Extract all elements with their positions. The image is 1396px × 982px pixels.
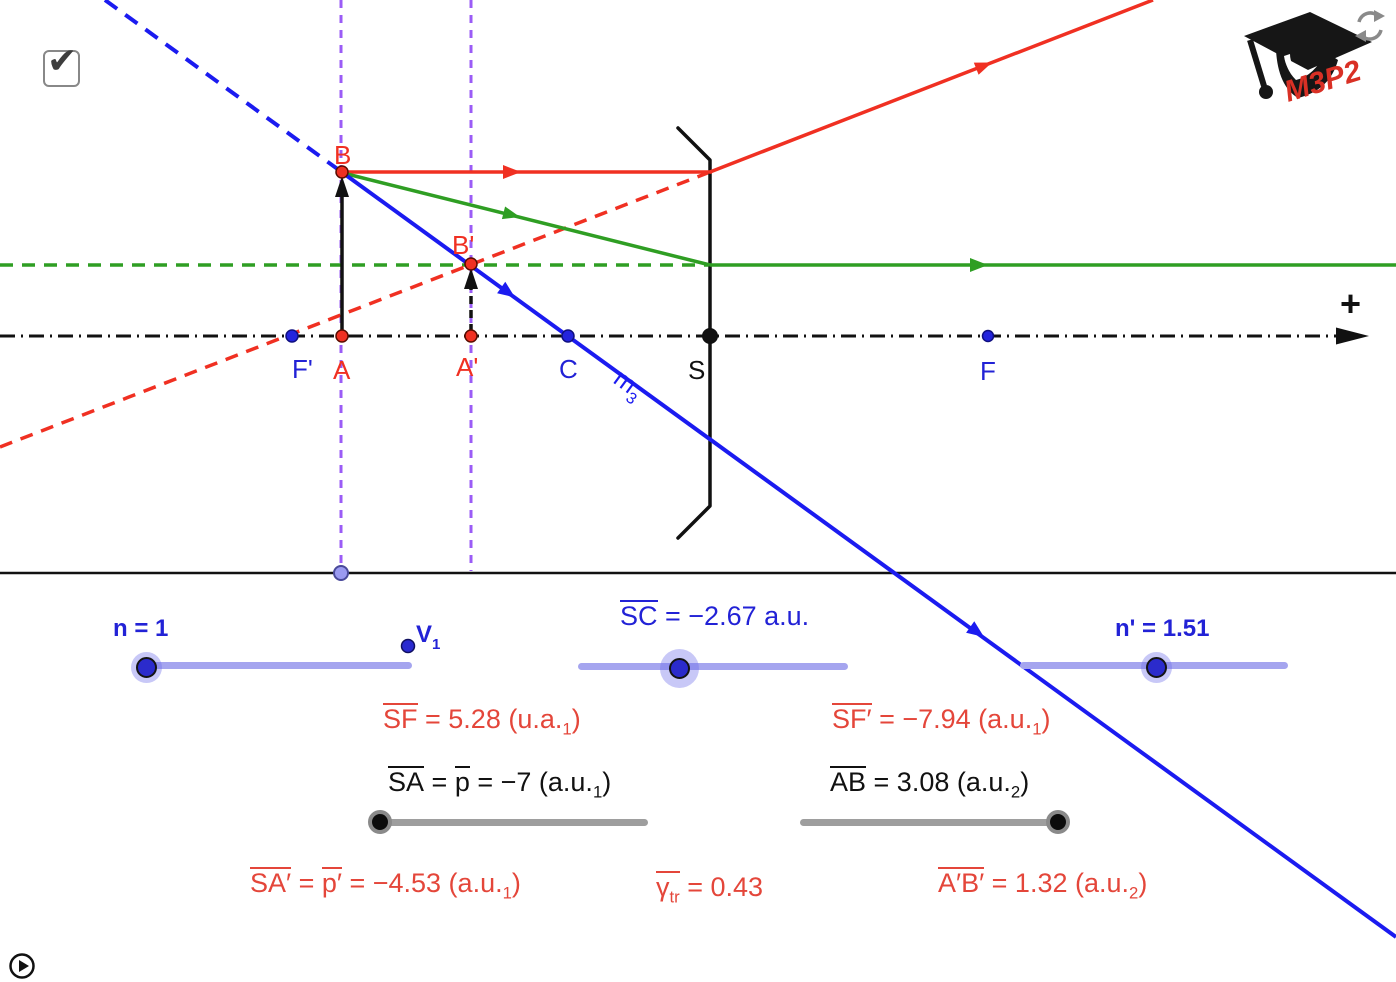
readout-sa-prime: SA′ = p′ = −4.53 (a.u.1) — [250, 867, 521, 903]
visibility-checkbox[interactable]: ✔ — [43, 43, 80, 87]
blue-ray-arrowhead-1 — [497, 281, 515, 298]
point-S — [702, 328, 718, 344]
label-line-m3: m3 — [606, 364, 650, 408]
object-arrow-head — [335, 176, 349, 197]
graduation-cap-icon: M3P2 — [1244, 12, 1372, 109]
red-ray-refracted — [709, 0, 1154, 174]
slider-nprime-label: n' = 1.51 — [1115, 615, 1210, 642]
red-ray-refracted-arrowhead — [973, 62, 992, 75]
label-C: C — [559, 354, 578, 384]
readout-gamma: γtr = 0.43 — [656, 871, 764, 907]
slider-n-handle[interactable] — [136, 657, 157, 678]
label-B-prime: B' — [452, 230, 474, 260]
slider-sa-handle[interactable] — [368, 810, 392, 834]
point-V1[interactable] — [400, 638, 416, 654]
readout-sf-prime: SF′ = −7.94 (a.u.1) — [832, 703, 1051, 739]
blue-ray-backward-extension — [103, 0, 345, 175]
boundary-drag-point[interactable] — [333, 565, 349, 581]
label-A-prime: A' — [456, 352, 478, 382]
reset-button[interactable] — [1352, 8, 1388, 44]
label-F: F — [980, 356, 996, 386]
green-ray-refracted-arrowhead — [970, 258, 988, 272]
slider-ab-handle[interactable] — [1046, 810, 1070, 834]
slider-n-track[interactable] — [145, 662, 412, 669]
readout-sf: SF = 5.28 (u.a.1) — [383, 703, 581, 739]
readout-ab: AB = 3.08 (a.u.2) — [830, 766, 1030, 802]
green-ray-incident-arrowhead — [501, 206, 520, 220]
green-ray-incident — [342, 171, 711, 267]
point-F-prime — [285, 329, 299, 343]
slider-sc-handle[interactable] — [669, 658, 690, 679]
m3p2-logo: M3P2 — [1238, 6, 1378, 110]
image-arrow-head — [464, 268, 478, 289]
point-A-prime — [464, 329, 478, 343]
red-ray-backward-extension — [0, 170, 711, 449]
blue-ray-arrowhead-2 — [966, 621, 984, 637]
play-icon — [9, 953, 35, 979]
positive-direction-sign: + — [1340, 283, 1361, 324]
slider-n-label: n = 1 — [113, 615, 169, 642]
readout-a-prime-b-prime: A′B′ = 1.32 (a.u.2) — [938, 867, 1148, 903]
point-A — [335, 329, 349, 343]
slider-sa-track[interactable] — [378, 819, 648, 826]
point-B-prime — [464, 257, 478, 271]
label-B: B — [334, 140, 351, 170]
label-S: S — [688, 355, 705, 385]
label-A: A — [333, 355, 351, 385]
play-animation-button[interactable] — [8, 952, 38, 982]
readout-sa: SA = p = −7 (a.u.1) — [388, 766, 612, 802]
refresh-icon — [1355, 10, 1385, 42]
point-F — [981, 329, 995, 343]
blue-ray — [341, 171, 1396, 939]
slider-nprime-handle[interactable] — [1146, 657, 1167, 678]
slider-sc-track[interactable] — [578, 663, 848, 670]
checkmark-icon: ✔ — [47, 40, 78, 81]
label-F-prime: F' — [292, 354, 313, 384]
slider-ab-track[interactable] — [800, 819, 1062, 826]
optical-axis-arrowhead — [1336, 327, 1369, 345]
slider-sc-label: SC = −2.67 a.u. — [620, 600, 810, 631]
red-ray-incident-arrowhead — [503, 165, 521, 179]
point-C — [561, 329, 575, 343]
point-B — [335, 165, 349, 179]
label-V1: V1 — [416, 621, 440, 653]
